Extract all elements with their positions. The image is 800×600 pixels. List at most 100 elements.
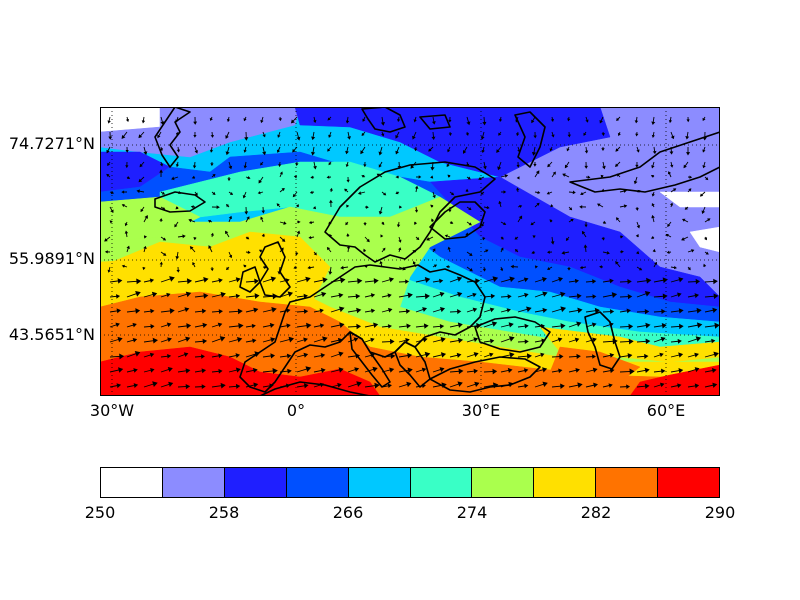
wind-vector-head (561, 250, 565, 255)
wind-vector-head (695, 336, 702, 342)
wind-vector-head (167, 367, 173, 372)
wind-vector-head (295, 252, 299, 256)
wind-vector-head (292, 193, 296, 198)
wind-vector-head (597, 203, 601, 207)
wind-vector-head (448, 133, 452, 137)
wind-vector-head (254, 351, 261, 358)
wind-vector-head (688, 188, 692, 192)
wind-vector-head (329, 187, 333, 191)
colorbar-tick-label: 250 (84, 503, 116, 522)
wind-vector-head (414, 148, 418, 152)
wind-vector-head (395, 191, 399, 195)
wind-vector-head (287, 368, 292, 374)
wind-vector-head (635, 234, 639, 238)
wind-vector-head (260, 119, 264, 124)
wind-vector-head (594, 307, 600, 314)
wind-vector-head (507, 294, 512, 299)
wind-vector-head (193, 121, 198, 125)
wind-vector-head (188, 218, 192, 223)
wind-vector-head (247, 250, 251, 254)
wind-vector-head (432, 194, 436, 199)
colorbar-tick-label: 282 (580, 503, 612, 522)
wind-vector-head (457, 291, 463, 298)
wind-vector-head (542, 381, 548, 387)
wind-vector-head (651, 214, 655, 219)
wind-vector-head (313, 165, 317, 170)
wind-vector-head (286, 308, 291, 313)
wind-vector-head (357, 191, 362, 195)
wind-vector-head (600, 174, 604, 178)
wind-vector-head (163, 252, 167, 256)
wind-vector-head (685, 136, 690, 140)
wind-vector-head (491, 321, 498, 327)
colorbar-segment (286, 468, 349, 497)
wind-vector-head (277, 134, 281, 138)
wind-vector-head (616, 173, 620, 177)
wind-vector-head (489, 352, 494, 357)
wind-vector-head (340, 265, 344, 270)
wind-vector-head (550, 118, 555, 122)
wind-vector-head (526, 353, 532, 360)
wind-vector-head (117, 336, 123, 343)
wind-vector-head (217, 322, 223, 328)
wind-vector-head (141, 120, 146, 124)
longitude-label: 60°E (646, 401, 686, 420)
wind-vector-head (424, 277, 431, 283)
wind-vector-head (285, 383, 291, 389)
wind-vector-head (381, 133, 385, 137)
wind-vector-head (209, 117, 213, 121)
wind-vector-head (150, 324, 155, 329)
wind-vector-head (480, 136, 485, 140)
wind-vector-head (194, 150, 198, 154)
wind-vector-head (652, 248, 656, 253)
contour-band (629, 364, 720, 396)
wind-vector-head (201, 308, 207, 314)
wind-vector-head (132, 322, 137, 328)
wind-vector-head (150, 367, 155, 373)
wind-vector-head (583, 132, 587, 136)
wind-vector-head (115, 322, 120, 328)
colorbar-segment (348, 468, 411, 497)
wind-vector-head (684, 206, 688, 210)
wind-vector-head (279, 171, 283, 175)
wind-vector-head (295, 204, 299, 208)
wind-vector-head (319, 382, 325, 388)
wind-vector-head (288, 336, 295, 343)
wind-vector-head (167, 337, 172, 343)
wind-vector-head (509, 352, 515, 358)
wind-vector-head (669, 202, 674, 206)
wind-vector-head (662, 277, 668, 284)
wind-vector-head (303, 293, 308, 299)
wind-vector-head (345, 222, 349, 226)
wind-vector-head (260, 216, 264, 220)
wind-vector-head (439, 367, 445, 373)
wind-vector-head (677, 292, 682, 298)
wind-vector-head (140, 208, 144, 213)
wind-vector-head (465, 232, 469, 236)
wind-vector-head (309, 190, 313, 194)
wind-vector-head (362, 118, 366, 122)
wind-vector-head (592, 279, 597, 284)
wind-vector-head (383, 192, 387, 196)
wind-vector-head (552, 171, 556, 175)
wind-vector-head (235, 367, 241, 373)
wind-vector-head (591, 322, 597, 328)
wind-vector-head (560, 383, 565, 389)
wind-vector-head (646, 277, 652, 284)
wind-vector-head (272, 293, 278, 300)
wind-vector-head (184, 307, 190, 313)
wind-vector-head (159, 261, 163, 265)
wind-vector-head (617, 132, 621, 137)
wind-vector-head (189, 246, 194, 250)
wind-vector-head (702, 149, 706, 153)
wind-vector-head (702, 137, 707, 141)
wind-vector-head (482, 121, 487, 126)
colorbar-segment (596, 468, 659, 497)
wind-vector-head (711, 368, 717, 374)
wind-vector-head (514, 236, 518, 240)
wind-vector-head (210, 135, 215, 138)
wind-vector-head (445, 265, 449, 269)
wind-vector-head (278, 118, 282, 122)
wind-vector-head (524, 339, 529, 345)
wind-vector-head (119, 353, 125, 360)
